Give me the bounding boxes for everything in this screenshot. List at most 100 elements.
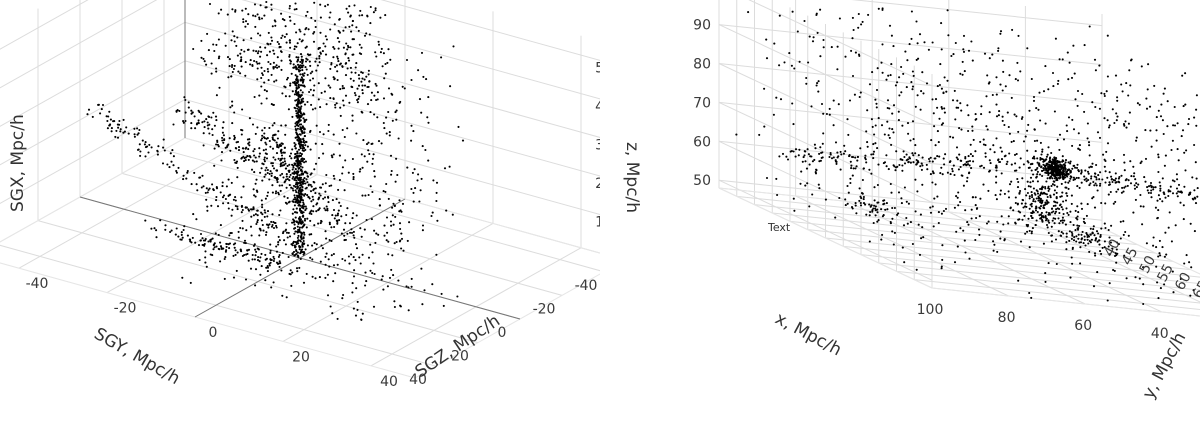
data-point — [393, 204, 396, 207]
data-point — [370, 91, 373, 94]
data-point — [369, 111, 372, 114]
data-point — [859, 201, 862, 205]
data-point — [1021, 116, 1024, 119]
data-point — [263, 69, 266, 73]
data-point — [1016, 202, 1019, 205]
data-point — [1071, 247, 1074, 251]
data-point — [915, 268, 918, 271]
data-point — [1163, 87, 1166, 90]
data-point — [1109, 190, 1112, 194]
data-point — [872, 143, 875, 146]
data-point — [871, 209, 874, 212]
data-point — [1077, 233, 1080, 236]
data-point — [306, 58, 309, 61]
data-point — [1028, 246, 1031, 249]
data-point — [1061, 174, 1064, 177]
data-point — [301, 147, 304, 150]
data-point — [284, 162, 287, 165]
data-point — [350, 253, 353, 256]
data-point — [889, 222, 892, 225]
data-point — [1103, 117, 1106, 120]
data-point — [880, 124, 884, 127]
data-point — [1055, 196, 1058, 199]
data-point — [1056, 179, 1059, 182]
data-point — [900, 65, 903, 69]
data-point — [247, 208, 250, 211]
data-point — [1025, 194, 1028, 197]
data-point — [227, 207, 230, 210]
data-point — [962, 229, 965, 232]
data-point — [962, 163, 965, 166]
data-point — [210, 116, 213, 119]
data-point — [1000, 215, 1003, 218]
data-point — [882, 203, 885, 206]
data-point — [271, 162, 274, 165]
data-point — [374, 241, 377, 244]
data-point — [122, 118, 125, 121]
data-point — [332, 76, 335, 79]
data-point — [944, 207, 948, 210]
data-point — [267, 79, 270, 82]
data-point — [236, 205, 239, 208]
data-point — [299, 176, 303, 179]
data-point — [381, 275, 384, 278]
data-point — [260, 102, 263, 105]
data-point — [1034, 223, 1037, 227]
data-point — [1000, 150, 1003, 153]
data-point — [256, 221, 259, 224]
data-point — [294, 128, 297, 131]
data-point — [1182, 105, 1185, 108]
data-point — [249, 59, 252, 62]
data-point — [905, 200, 908, 203]
data-point — [260, 199, 263, 202]
data-point — [1030, 296, 1033, 299]
data-point — [342, 228, 346, 231]
data-point — [1091, 232, 1094, 235]
data-point — [351, 119, 354, 122]
data-point — [995, 169, 998, 172]
data-point — [1053, 110, 1056, 113]
data-point — [1161, 246, 1164, 249]
data-point — [443, 167, 447, 170]
data-point — [324, 182, 327, 185]
data-point — [859, 147, 862, 150]
chart-right-x-y-z[interactable]: 0204060801001009590858075706560555045405… — [600, 0, 1200, 422]
data-point — [1115, 119, 1118, 122]
data-point — [276, 144, 279, 148]
data-point — [360, 80, 363, 83]
data-point — [312, 32, 315, 35]
data-point — [275, 250, 279, 253]
data-point — [1054, 210, 1058, 213]
data-point — [263, 160, 266, 163]
data-point — [1031, 212, 1034, 215]
data-point — [1049, 196, 1052, 199]
data-point — [333, 23, 336, 26]
data-point — [1054, 37, 1057, 40]
data-point — [294, 198, 297, 201]
data-point — [951, 170, 954, 173]
data-point — [231, 8, 234, 11]
data-point — [1123, 124, 1126, 127]
data-point — [272, 259, 275, 263]
data-point — [1044, 201, 1047, 204]
data-point — [1042, 215, 1045, 218]
data-point — [1058, 133, 1062, 136]
data-point — [296, 150, 299, 153]
data-point — [364, 271, 367, 274]
data-point — [861, 178, 864, 182]
data-point — [1035, 176, 1038, 179]
data-point — [1044, 272, 1047, 275]
data-point — [325, 38, 328, 41]
data-point — [967, 114, 970, 117]
data-point — [915, 58, 918, 61]
data-point — [297, 136, 300, 139]
data-point — [202, 132, 205, 135]
data-point — [1163, 193, 1166, 196]
data-point — [293, 8, 296, 11]
tick-label-x: 80 — [998, 310, 1016, 326]
data-point — [318, 196, 321, 199]
data-point — [358, 14, 361, 17]
data-point — [410, 139, 413, 142]
data-point — [352, 178, 355, 181]
